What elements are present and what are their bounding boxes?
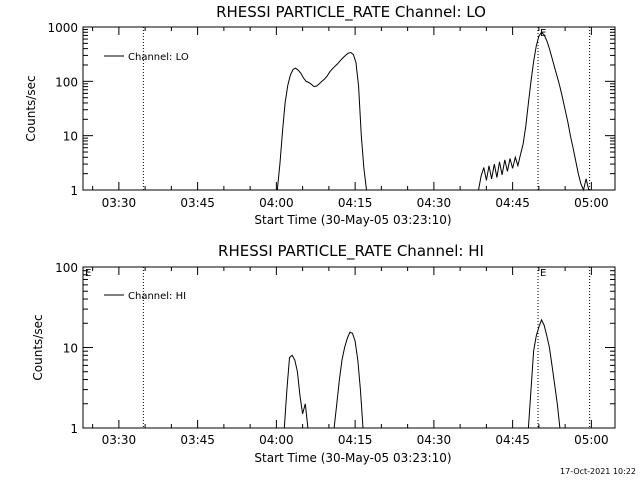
x-tick-label: 03:45 (180, 196, 215, 210)
legend-label: Channel: LO (128, 52, 189, 63)
x-tick-label: 04:00 (259, 433, 294, 447)
x-tick-label: 05:00 (574, 433, 609, 447)
y-axis-label: Counts/sec (31, 314, 45, 380)
hi-channel-panel: RHESSI PARTICLE_RATE Channel: HI 03:30 03:… (31, 242, 616, 465)
x-axis-label: Start Time (30-May-05 03:23:10) (254, 451, 451, 465)
series-line (276, 51, 367, 191)
x-tick-label: 04:45 (495, 433, 530, 447)
series-line (478, 31, 590, 192)
x-tick-label: 04:15 (338, 433, 373, 447)
y-tick-label: 1 (70, 422, 78, 436)
x-tick-label: 05:00 (574, 196, 609, 210)
x-tick-label: 04:30 (417, 433, 452, 447)
series-line (333, 331, 364, 429)
x-tick-label: 03:30 (102, 196, 137, 210)
y-tick-label: 100 (55, 75, 78, 89)
y-tick-label: 1 (70, 184, 78, 198)
series-line (283, 354, 309, 429)
legend-label: Channel: HI (128, 291, 186, 302)
plot-frame (82, 26, 616, 191)
series-line (527, 318, 561, 429)
x-tick-label: 04:30 (417, 196, 452, 210)
x-axis-label: Start Time (30-May-05 03:23:10) (254, 213, 451, 227)
timestamp-stamp: 17-Oct-2021 10:22 (560, 467, 636, 476)
x-tick-label: 04:45 (495, 196, 530, 210)
y-tick-label: 100 (55, 261, 78, 275)
x-tick-label: 03:45 (180, 433, 215, 447)
x-tick-label: 04:15 (338, 196, 373, 210)
y-tick-label: 1000 (47, 21, 78, 35)
y-axis-label: Counts/sec (24, 75, 38, 141)
lo-channel-panel: RHESSI PARTICLE_RATE Channel: LO 03:30 03:… (24, 3, 616, 227)
x-tick-label: 04:00 (259, 196, 294, 210)
y-tick-label: 10 (63, 130, 78, 144)
flag-label: E (540, 268, 546, 279)
chart-title: RHESSI PARTICLE_RATE Channel: LO (216, 3, 486, 22)
flag-label: E (85, 268, 91, 279)
chart-title: RHESSI PARTICLE_RATE Channel: HI (218, 242, 484, 261)
y-tick-label: 10 (63, 342, 78, 356)
x-tick-label: 03:30 (102, 433, 137, 447)
